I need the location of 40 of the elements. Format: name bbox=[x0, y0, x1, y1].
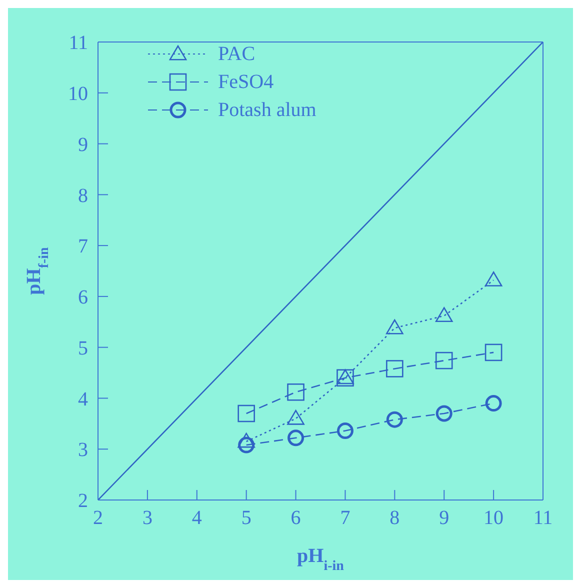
y-tick-label: 4 bbox=[78, 388, 88, 410]
point bbox=[238, 436, 255, 454]
y-tick-label: 3 bbox=[78, 439, 88, 462]
x-tick-label: 6 bbox=[290, 507, 301, 530]
x-tick-label: 11 bbox=[533, 507, 553, 530]
point bbox=[436, 405, 452, 422]
x-tick-label: 9 bbox=[439, 507, 450, 530]
x-tick-label: 4 bbox=[192, 507, 202, 530]
y-tick-label: 7 bbox=[78, 236, 88, 258]
y-tick-label: 6 bbox=[78, 286, 88, 309]
point bbox=[484, 272, 502, 286]
point bbox=[238, 404, 255, 422]
x-tick-label: 8 bbox=[390, 507, 400, 530]
point bbox=[435, 307, 453, 322]
point bbox=[336, 422, 354, 440]
point bbox=[386, 319, 404, 334]
point bbox=[238, 432, 255, 448]
y-tick-label: 8 bbox=[78, 184, 88, 207]
x-tick-label: 5 bbox=[241, 507, 252, 530]
point bbox=[386, 360, 404, 378]
point bbox=[287, 383, 304, 401]
point bbox=[435, 352, 453, 370]
point bbox=[485, 395, 502, 412]
point bbox=[288, 430, 304, 446]
legend-label: FeSO4 bbox=[218, 70, 274, 94]
legend-label: Potash alum bbox=[218, 98, 316, 122]
legend-label: PAC bbox=[218, 42, 256, 66]
y-tick-label: 2 bbox=[78, 490, 88, 512]
y-tick-label: 9 bbox=[78, 134, 88, 156]
point bbox=[484, 344, 502, 362]
x-tick-label: 3 bbox=[142, 507, 152, 530]
point bbox=[287, 410, 304, 425]
y-tick-label: 10 bbox=[68, 82, 88, 105]
x-tick-label: 2 bbox=[93, 507, 103, 530]
point bbox=[386, 411, 403, 428]
x-tick-label: 7 bbox=[340, 507, 350, 530]
y-tick-label: 11 bbox=[68, 32, 88, 54]
x-axis-title: pH$_{i-in}$ bbox=[297, 545, 344, 574]
y-tick-label: 5 bbox=[78, 337, 88, 360]
x-tick-label: 10 bbox=[484, 507, 504, 530]
